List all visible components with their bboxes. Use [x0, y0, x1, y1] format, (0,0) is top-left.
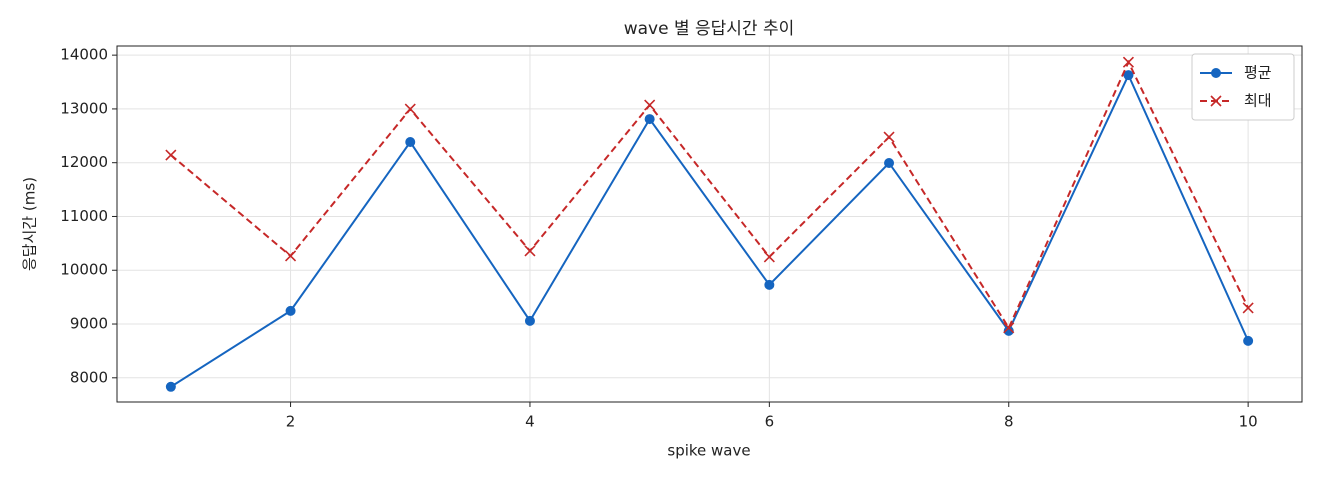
point — [524, 245, 536, 257]
y-tick-label: 12000 — [60, 153, 108, 171]
point — [285, 305, 296, 316]
y-tick-label: 9000 — [70, 315, 108, 333]
y-tick-label: 14000 — [60, 46, 108, 64]
legend-box — [1191, 53, 1295, 121]
line — [170, 72, 1250, 388]
point — [883, 131, 895, 143]
point — [644, 99, 656, 111]
y-tick-label: 10000 — [60, 261, 108, 279]
point — [884, 158, 895, 169]
point — [644, 114, 655, 125]
point — [1003, 322, 1015, 334]
point — [404, 103, 416, 115]
point — [1003, 325, 1014, 336]
legend-marker — [1210, 95, 1222, 107]
point — [1123, 70, 1134, 81]
y-tick-label: 13000 — [60, 99, 108, 117]
point — [1242, 302, 1254, 314]
x-tick-label: 8 — [1004, 413, 1014, 431]
legend-label: 평균 — [1244, 64, 1272, 82]
point — [165, 149, 177, 161]
point — [165, 381, 176, 392]
x-tick-label: 4 — [525, 413, 535, 431]
x-axis-label: spike wave — [667, 442, 750, 460]
x-tick-label: 2 — [286, 413, 296, 431]
y-tick-label: 8000 — [70, 368, 108, 386]
y-axis-label: 응답시간 (ms) — [21, 177, 39, 271]
plot-frame — [116, 45, 1303, 403]
line — [170, 59, 1250, 330]
point — [1243, 335, 1254, 346]
y-tick-label: 11000 — [60, 207, 108, 225]
point — [524, 315, 535, 326]
point — [1122, 56, 1135, 68]
x-tick-label: 6 — [765, 413, 775, 431]
legend-label: 최대 — [1244, 92, 1272, 110]
point — [763, 251, 775, 263]
point — [284, 250, 297, 262]
legend-marker — [1211, 68, 1221, 78]
point — [405, 137, 416, 148]
x-tick-label: 10 — [1239, 413, 1258, 431]
chart-title: wave 별 응답시간 추이 — [624, 19, 795, 39]
point — [764, 279, 775, 290]
